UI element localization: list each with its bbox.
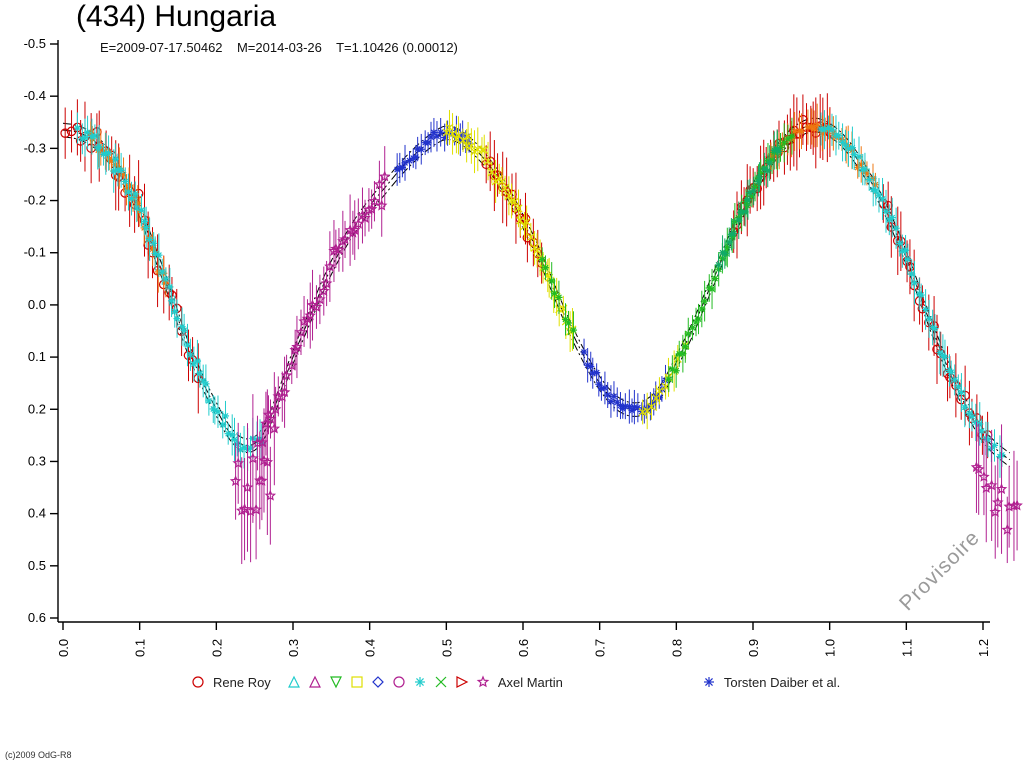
legend-symbol-triangle-right bbox=[456, 676, 469, 688]
y-tick-label: -0.2 bbox=[24, 193, 46, 208]
legend-symbol-circle bbox=[393, 676, 405, 688]
x-tick-label: 1.1 bbox=[899, 639, 914, 657]
page-title: (434) Hungaria bbox=[76, 0, 277, 33]
series-observer-green bbox=[538, 117, 796, 393]
legend-label: Torsten Daiber et al. bbox=[723, 674, 841, 690]
x-tick-label: 0.0 bbox=[56, 639, 71, 657]
x-tick-label: 0.9 bbox=[746, 639, 761, 657]
model-curve bbox=[62, 117, 1011, 467]
legend-symbol-square bbox=[351, 676, 363, 688]
x-tick-label: 0.4 bbox=[363, 639, 378, 657]
x-tick-label: 0.2 bbox=[209, 639, 224, 657]
y-tick-label: -0.4 bbox=[24, 88, 46, 103]
legend-symbol-diamond bbox=[371, 676, 384, 688]
y-tick-label: 0.4 bbox=[28, 506, 46, 521]
legend-symbol-asterisk bbox=[703, 677, 714, 687]
y-tick-label: 0.6 bbox=[28, 610, 46, 625]
series-observer-cyan bbox=[73, 110, 1006, 478]
x-tick-label: 0.5 bbox=[439, 639, 454, 657]
y-tick-label: -0.1 bbox=[24, 245, 46, 260]
legend-symbol-triangle-up bbox=[287, 675, 300, 688]
axes: -0.5 -0.4 -0.3 -0.2 -0.1 0.0 0.1 0.2 0.3 0.4 0.5 0.… bbox=[24, 36, 991, 657]
series-torsten-daiber-et-al- bbox=[393, 115, 670, 425]
legend-symbol-circle bbox=[192, 676, 204, 688]
copyright-note: (c)2009 OdG-R8 bbox=[5, 750, 72, 760]
y-tick-label: 0.0 bbox=[28, 297, 46, 312]
legend-symbol-triangle-up bbox=[308, 675, 321, 688]
legend-symbol-x bbox=[435, 676, 447, 688]
y-tick-label: 0.2 bbox=[28, 401, 46, 416]
y-tick-label: -0.5 bbox=[24, 36, 46, 51]
y-tick-label: 0.1 bbox=[28, 349, 46, 364]
legend-label: Axel Martin bbox=[497, 674, 563, 690]
legend-symbol-asterisk bbox=[414, 677, 425, 687]
x-tick-label: 0.6 bbox=[516, 639, 531, 657]
x-tick-label: 0.3 bbox=[286, 639, 301, 657]
y-tick-label: 0.5 bbox=[28, 558, 46, 573]
chart-legend: Rene Roy Axel Martin Torsten Daiber et al. bbox=[190, 674, 850, 690]
x-tick-label: 0.7 bbox=[593, 639, 608, 657]
chart-subtitle: E=2009-07-17.50462 M=2014-03-26 T=1.1042… bbox=[100, 40, 458, 55]
x-tick-label: 1.2 bbox=[976, 639, 991, 657]
legend-label: Rene Roy bbox=[213, 674, 271, 690]
series-observer-seagreen bbox=[714, 129, 783, 276]
x-tick-label: 0.8 bbox=[669, 639, 684, 657]
y-tick-label: 0.3 bbox=[28, 453, 46, 468]
x-tick-label: 1.0 bbox=[823, 639, 838, 657]
y-tick-label: -0.3 bbox=[24, 140, 46, 155]
series-axel-martin bbox=[229, 146, 1023, 565]
legend-symbol-star bbox=[476, 675, 490, 688]
x-tick-label: 0.1 bbox=[133, 639, 148, 657]
series-observer-yellow bbox=[442, 109, 690, 430]
legend-symbol-triangle-down bbox=[329, 676, 342, 689]
